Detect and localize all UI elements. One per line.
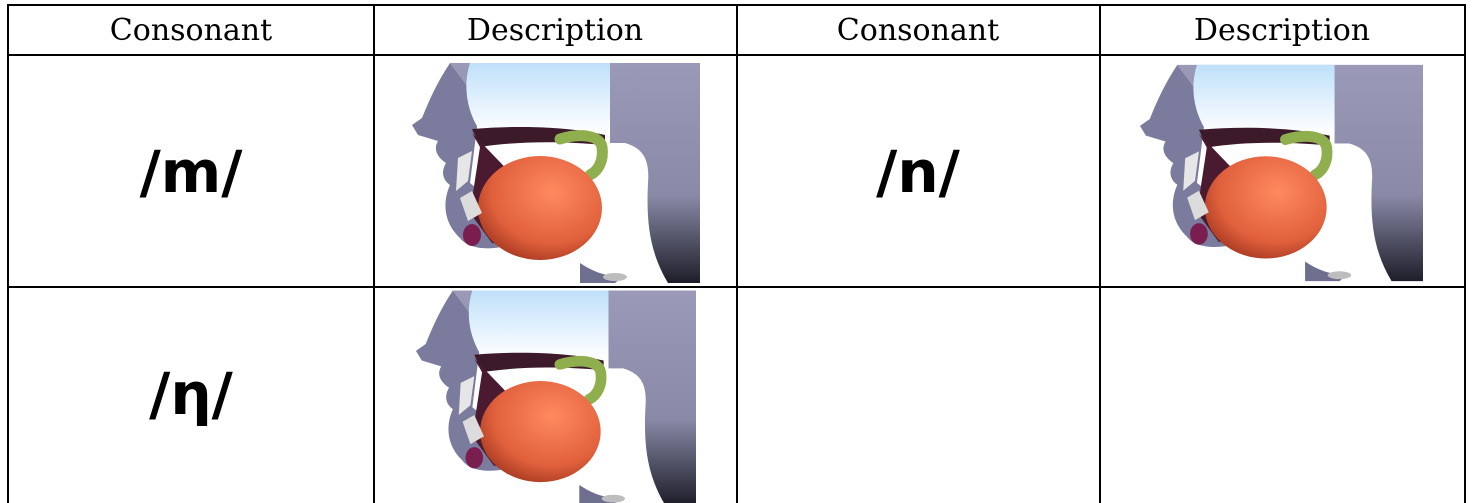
header-cell: Description	[467, 13, 643, 48]
consonant: /η/	[149, 360, 233, 428]
vocal-tract-illustration	[416, 291, 696, 503]
vocal-tract-illustration	[1140, 65, 1423, 281]
header-cell: Consonant	[837, 13, 999, 48]
vocal-tract-illustration	[412, 63, 700, 283]
consonant: /m/	[140, 138, 244, 206]
consonant: /n/	[876, 138, 960, 206]
header-cell: Consonant	[110, 13, 272, 48]
header-cell: Description	[1194, 13, 1370, 48]
